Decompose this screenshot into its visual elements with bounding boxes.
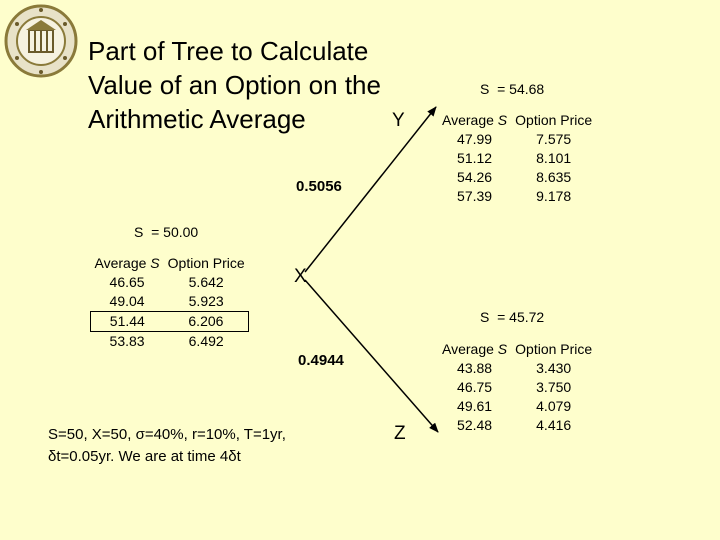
price-header: Option Price — [515, 341, 593, 357]
node-x-table: Average S Option Price 46.65 5.642 49.04 5.… — [89, 254, 250, 352]
edge-x-to-z — [304, 279, 439, 433]
average-s-cell: 46.65 — [109, 274, 145, 290]
table-row: 46.75 3.750 — [438, 378, 596, 397]
average-s-cell: 46.75 — [457, 379, 493, 395]
university-seal-logo — [4, 4, 78, 78]
table-row: 52.48 4.416 — [438, 416, 596, 435]
node-z-rows: 43.88 3.430 46.75 3.750 49.61 4.079 52.48 4.416 — [438, 359, 596, 435]
option-price-cell: 6.492 — [188, 333, 224, 349]
node-z-letter: Z — [394, 423, 406, 444]
avg-header: Average S — [442, 112, 508, 128]
table-row: 57.39 9.178 — [438, 187, 596, 206]
title-line-2: Value of an Option on the — [88, 70, 381, 100]
title-line-3: Arithmetic Average — [88, 104, 306, 134]
table-row: 49.04 5.923 — [91, 292, 249, 312]
edge-x-to-y — [304, 106, 437, 273]
option-price-cell: 4.079 — [536, 398, 572, 414]
average-s-cell: 52.48 — [457, 417, 493, 433]
average-s-cell: 57.39 — [457, 188, 493, 204]
table-row: 49.61 4.079 — [438, 397, 596, 416]
table-row: 47.99 7.575 — [438, 130, 596, 149]
slide-title: Part of Tree to Calculate Value of an Op… — [88, 34, 381, 136]
node-z-price: S = 45.72 — [480, 309, 545, 325]
parameters-line-1: S=50, X=50, σ=40%, r=10%, T=1yr, — [48, 426, 286, 443]
option-price-cell: 3.430 — [536, 360, 572, 376]
node-y-letter: Y — [392, 110, 405, 131]
parameters-text: S=50, X=50, σ=40%, r=10%, T=1yr, δt=0.05… — [48, 424, 286, 468]
option-price-cell: 8.101 — [536, 150, 572, 166]
table-row: 51.44 6.206 — [89, 311, 250, 332]
node-y-price: S = 54.68 — [480, 81, 545, 97]
node-x-rows: 46.65 5.642 49.04 5.923 51.44 6.206 53.83 6.492 — [89, 273, 250, 352]
table-row: 43.88 3.430 — [438, 359, 596, 378]
average-s-cell: 53.83 — [109, 333, 145, 349]
title-line-1: Part of Tree to Calculate — [88, 36, 369, 66]
average-s-cell: 49.61 — [457, 398, 493, 414]
option-price-cell: 4.416 — [536, 417, 572, 433]
option-price-cell: 6.206 — [163, 311, 250, 332]
price-header: Option Price — [515, 112, 593, 128]
option-price-cell: 9.178 — [536, 188, 572, 204]
average-s-cell: 43.88 — [457, 360, 493, 376]
avg-header: Average S — [442, 341, 508, 357]
option-price-cell: 5.923 — [188, 293, 224, 309]
option-price-cell: 3.750 — [536, 379, 572, 395]
node-z-probability: 0.4944 — [298, 352, 344, 369]
option-price-cell: 8.635 — [536, 169, 572, 185]
average-s-cell: 51.12 — [457, 150, 493, 166]
price-header: Option Price — [167, 255, 245, 271]
node-z-table: Average S Option Price 43.88 3.430 46.75 3.… — [438, 340, 596, 435]
parameters-line-2: δt=0.05yr. We are at time 4δt — [48, 448, 241, 465]
node-x-letter: X — [294, 266, 307, 287]
average-s-cell: 47.99 — [457, 131, 493, 147]
option-price-cell: 5.642 — [188, 274, 224, 290]
average-s-cell: 54.26 — [457, 169, 493, 185]
table-row: 54.26 8.635 — [438, 168, 596, 187]
table-row: 53.83 6.492 — [91, 332, 249, 352]
option-price-cell: 7.575 — [536, 131, 572, 147]
average-s-cell: 49.04 — [109, 293, 145, 309]
table-row: 51.12 8.101 — [438, 149, 596, 168]
node-y-rows: 47.99 7.575 51.12 8.101 54.26 8.635 57.39 9.178 — [438, 130, 596, 206]
node-y-table: Average S Option Price 47.99 7.575 51.12 8.… — [438, 111, 596, 206]
average-s-cell: 51.44 — [89, 311, 164, 332]
avg-header: Average S — [94, 255, 160, 271]
node-x-price: S = 50.00 — [134, 224, 199, 240]
node-y-probability: 0.5056 — [296, 178, 342, 195]
table-row: 46.65 5.642 — [91, 273, 249, 292]
